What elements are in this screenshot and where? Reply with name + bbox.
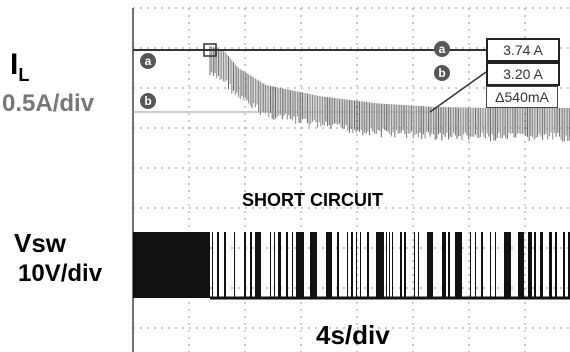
time-scale-label: 4s/div bbox=[316, 320, 390, 350]
readout-b: 3.20 A bbox=[486, 62, 560, 86]
vsw-pulse bbox=[495, 232, 496, 298]
vsw-pulse bbox=[448, 232, 450, 298]
vsw-pulse bbox=[212, 232, 213, 298]
il-label: IL bbox=[10, 48, 29, 86]
trigger-marker bbox=[203, 43, 217, 57]
vsw-pulse bbox=[555, 232, 557, 298]
vsw-pulse bbox=[360, 232, 361, 298]
vsw-pulse bbox=[296, 232, 304, 298]
vsw-pulse bbox=[455, 232, 462, 298]
vsw-pulse bbox=[244, 232, 246, 298]
vsw-pulse bbox=[549, 232, 552, 298]
readout-a: 3.74 A bbox=[486, 38, 560, 62]
marker-a-right: a bbox=[434, 41, 450, 57]
vsw-pulse bbox=[534, 232, 536, 298]
vsw-pulse bbox=[568, 232, 570, 298]
marker-a-left: a bbox=[140, 53, 156, 69]
cursor-b-leader bbox=[429, 71, 487, 113]
vsw-pulse bbox=[481, 232, 483, 298]
vsw-pulse bbox=[504, 232, 511, 298]
vsw-pulse bbox=[400, 232, 402, 298]
vsw-pulse bbox=[392, 232, 393, 298]
vsw-label: Vsw bbox=[14, 228, 67, 258]
il-label-main: I bbox=[10, 48, 19, 81]
vsw-pulse bbox=[286, 232, 288, 298]
vsw-pulse bbox=[270, 232, 271, 298]
vsw-trace bbox=[133, 232, 570, 300]
vsw-pulse bbox=[427, 232, 433, 298]
marker-b-right: b bbox=[434, 65, 450, 81]
vsw-pulse bbox=[367, 232, 369, 298]
vsw-pulse bbox=[337, 232, 339, 298]
vsw-pulse bbox=[475, 232, 476, 298]
vsw-pulse bbox=[418, 232, 419, 298]
il-scale-label: 0.5A/div bbox=[2, 90, 95, 117]
vsw-pulse bbox=[518, 232, 524, 298]
vsw-pulse bbox=[376, 232, 384, 298]
vsw-pulse bbox=[386, 232, 387, 298]
vsw-pulse bbox=[351, 232, 353, 298]
vsw-pulse bbox=[404, 232, 406, 298]
vsw-pulse bbox=[217, 232, 219, 298]
vsw-continuous-switching bbox=[133, 232, 210, 298]
vsw-pulse bbox=[274, 232, 275, 298]
vsw-pulse bbox=[224, 232, 226, 298]
vsw-pulse bbox=[278, 232, 281, 298]
vsw-scale-label: 10V/div bbox=[18, 260, 103, 287]
vsw-pulse bbox=[490, 232, 491, 298]
vsw-pulse bbox=[234, 232, 235, 298]
vsw-pulse bbox=[326, 232, 332, 298]
vsw-pulse bbox=[389, 232, 390, 298]
vsw-pulse bbox=[292, 232, 293, 298]
vsw-pulse bbox=[442, 232, 446, 298]
vsw-pulse bbox=[563, 232, 565, 298]
vsw-pulse bbox=[347, 232, 348, 298]
readout-delta: Δ540mA bbox=[486, 86, 558, 108]
vsw-pulse bbox=[255, 232, 261, 298]
il-trace bbox=[133, 46, 570, 142]
vsw-pulse bbox=[470, 232, 471, 298]
marker-b-left: b bbox=[140, 93, 156, 109]
vsw-pulse bbox=[540, 232, 543, 298]
il-label-sub: L bbox=[18, 65, 30, 85]
vsw-pulse bbox=[310, 232, 317, 298]
vsw-pulse bbox=[528, 232, 532, 298]
cursor-lines bbox=[133, 43, 487, 113]
vsw-pulse bbox=[414, 232, 415, 298]
vsw-pulse bbox=[356, 232, 357, 298]
short-circuit-annotation: SHORT CIRCUIT bbox=[242, 190, 383, 210]
vsw-pulse bbox=[250, 232, 252, 298]
